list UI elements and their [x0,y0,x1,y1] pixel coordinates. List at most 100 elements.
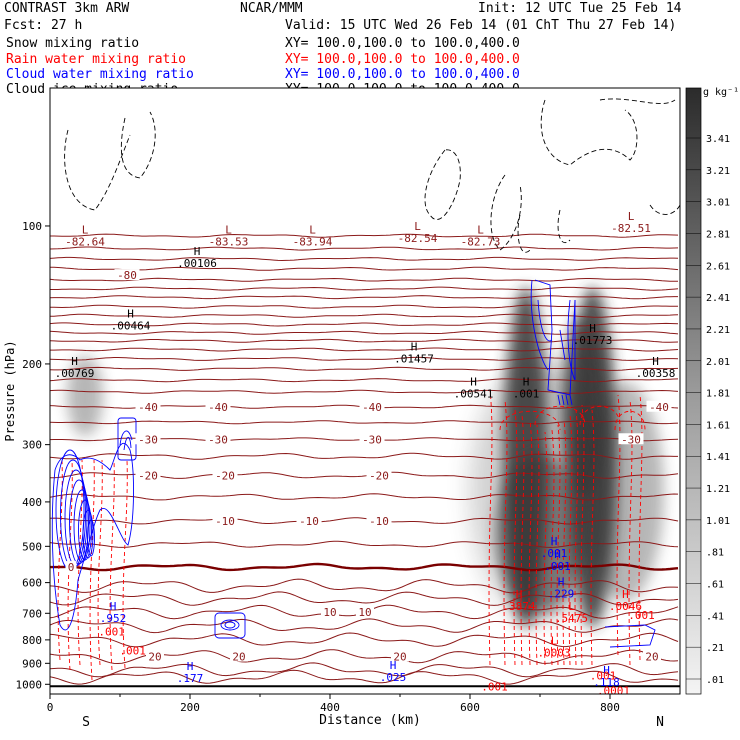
snow-shade-blob [67,356,103,437]
temperature-contour [50,452,678,460]
contour-label-bg [205,433,231,445]
extremum-value: .001 [541,547,568,560]
colorbar-label: 1.21 [706,484,730,495]
extremum-marker: L [309,224,316,237]
snow-shade-blob [584,381,664,602]
y-tick-label: 1000 [16,678,43,691]
temperature-contour-label: 10 [323,606,336,619]
extremum-value: .3874 [502,600,535,613]
temperature-contour [50,233,679,238]
extremum-marker: H [71,355,78,368]
contour-label-bg [114,269,140,281]
temperature-contour-label: 20 [148,651,161,664]
extremum-value: -82.64 [65,236,105,249]
contour-label-bg [321,605,339,617]
rain-contour [543,431,548,666]
ice-contours [64,98,680,253]
contour-label-bg [65,561,77,573]
rain-contour [528,419,533,666]
temperature-contour [50,304,678,309]
extrema-labels: L-82.64L-83.53L-83.94L-82.54L-82.73L-82.… [55,210,676,694]
extremum-value: -83.94 [293,236,333,249]
extremum-value: .0003 [537,647,570,660]
x-tick-label: 800 [600,701,620,714]
temperature-contour [50,246,679,251]
snow-shade-blob [470,361,610,622]
contour-label-bg [359,433,385,445]
y-tick-label: 100 [22,220,42,233]
rain-contour [616,394,621,656]
extremum-marker: H [558,576,565,589]
colorbar-label: .21 [706,643,724,654]
extremum-marker: H [470,375,477,388]
field-cloud-water-name: Cloud water mixing ratio [6,67,194,82]
extremum-marker: L [568,600,575,613]
cloud-water-contour [530,279,576,381]
temperature-contour-label: -30 [621,433,641,446]
contour-label-bg [356,605,374,617]
temperature-contour [50,389,679,394]
extremum-marker: L [628,210,635,223]
x-tick-label: 0 [47,701,54,714]
temperature-contour-label: -10 [299,515,319,528]
temperature-contour-label: -40 [362,401,382,414]
ice-contour [517,214,531,253]
rain-contour [568,414,573,666]
field-cloud-water-xy: XY= 100.0,100.0 to 100.0,400.0 [285,67,520,82]
rain-contour [550,429,555,666]
y-tick-label: 600 [22,577,42,590]
ice-contour [649,204,680,215]
temperature-contour [50,540,679,548]
org-title: NCAR/MMM [240,1,303,16]
extremum-marker: L [414,220,421,233]
ice-contour [424,149,461,220]
contour-label-bg [296,514,322,526]
colorbar-label: 2.01 [706,357,730,368]
rain-contour [57,459,63,661]
extremum-value: .0046 [609,600,642,613]
extremum-value: .00106 [177,257,217,270]
extremum-value: .952 [100,612,127,625]
model-title: CONTRAST 3km ARW [4,1,129,16]
rain-contour [535,424,540,666]
temperature-contour-label: -30 [138,433,158,446]
temperature-contour [50,313,679,318]
temperature-contour [50,517,679,525]
colorbar-label: .01 [706,675,724,686]
contour-label-bg [205,400,231,412]
temperature-contour [50,632,679,648]
field-rain-name: Rain water mixing ratio [6,52,186,67]
colorbar-label: 2.41 [706,293,730,304]
rain-contour [97,459,103,666]
colorbar-label: .81 [706,548,724,559]
temperature-contour-label: -20 [215,469,235,482]
extremum-marker: L [225,224,232,237]
temperature-contour [50,669,679,685]
colorbar-label: 1.81 [706,389,730,400]
colorbar-label: 1.41 [706,452,730,463]
extremum-marker: L [551,635,558,648]
extremum-value: .001 [481,681,508,694]
rain-contour [580,404,585,666]
temperature-contour [50,420,679,425]
extremum-marker: H [551,535,558,548]
extremum-value: .118 [593,676,620,689]
temperature-contour-label: 20 [645,651,658,664]
ice-contour [120,111,156,179]
temperature-contour [50,662,679,678]
temperature-contour-label: -40 [138,401,158,414]
cloud-water-contour [220,619,240,631]
extremum-marker: H [390,659,397,672]
y-tick-label: 400 [22,496,42,509]
y-tick-label: 700 [22,607,42,620]
colorbar-label: 1.01 [706,516,730,527]
temperature-contour-label: 20 [232,651,245,664]
temperature-contour-label: -20 [138,469,158,482]
extremum-value: .5475 [555,612,588,625]
cloud-water-contour [214,612,246,639]
extremum-value: .001 [513,387,540,400]
field-snow-xy: XY= 100.0,100.0 to 100.0,400.0 [285,36,520,51]
contour-label-bg [135,433,161,445]
south-label: S [82,715,90,730]
cloud-water-contour [82,509,94,559]
